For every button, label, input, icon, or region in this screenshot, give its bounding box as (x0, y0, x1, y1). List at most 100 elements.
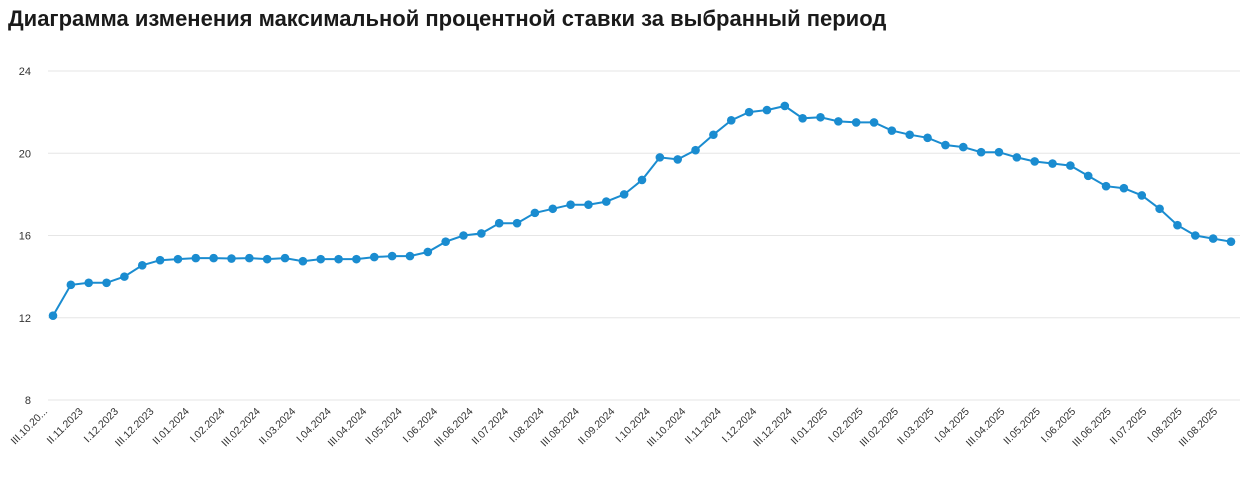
data-point[interactable] (459, 231, 468, 240)
data-point[interactable] (369, 252, 379, 262)
series-layer (48, 101, 1236, 320)
data-point[interactable] (1119, 183, 1129, 193)
data-point[interactable] (1173, 220, 1182, 230)
data-point[interactable] (280, 253, 290, 263)
data-point[interactable] (387, 251, 397, 261)
y-tick-label: 16 (19, 231, 31, 243)
data-point[interactable] (1030, 157, 1039, 166)
data-point[interactable] (941, 140, 950, 150)
data-point[interactable] (298, 256, 308, 266)
data-point[interactable] (1101, 181, 1111, 191)
data-point[interactable] (48, 311, 58, 320)
data-point[interactable] (602, 197, 611, 206)
data-point[interactable] (923, 133, 932, 143)
x-axis-ticks: III.10.20...II.11.2023I.12.2023III.12.20… (9, 406, 1221, 450)
data-point[interactable] (816, 112, 825, 122)
data-point[interactable] (405, 251, 415, 261)
data-point[interactable] (566, 200, 575, 209)
data-point[interactable] (1012, 153, 1022, 162)
data-point[interactable] (619, 190, 629, 199)
data-point[interactable] (869, 118, 879, 127)
data-point[interactable] (905, 130, 915, 140)
data-point[interactable] (691, 145, 700, 155)
data-point[interactable] (191, 253, 201, 263)
data-point[interactable] (102, 278, 111, 288)
data-point[interactable] (1083, 171, 1093, 181)
data-point[interactable] (173, 254, 183, 264)
data-point[interactable] (66, 280, 76, 290)
x-tick-label: III.10.2024 (645, 406, 689, 450)
data-point[interactable] (423, 247, 433, 257)
data-point[interactable] (673, 155, 682, 164)
data-point[interactable] (209, 253, 218, 263)
chart-heading: Диаграмма изменения максимальной процент… (8, 6, 887, 31)
data-point[interactable] (744, 107, 754, 117)
data-point[interactable] (655, 153, 665, 162)
series-line (52, 104, 1232, 317)
x-tick-label: III.02.2025 (857, 406, 901, 450)
data-point[interactable] (637, 175, 647, 185)
x-tick-label: II.01.2025 (789, 406, 831, 448)
data-point[interactable] (477, 229, 486, 238)
y-tick-label: 12 (19, 313, 31, 325)
data-point[interactable] (530, 208, 540, 218)
x-tick-label: III.08.2025 (1177, 406, 1221, 450)
x-tick-label: II.01.2024 (150, 406, 192, 448)
data-point[interactable] (1191, 231, 1200, 240)
data-point[interactable] (137, 261, 147, 270)
x-tick-label: III.12.2023 (113, 406, 157, 450)
data-point[interactable] (798, 113, 807, 123)
data-point[interactable] (262, 254, 272, 264)
data-point[interactable] (120, 272, 129, 281)
data-point[interactable] (155, 255, 165, 265)
data-point[interactable] (227, 254, 236, 263)
y-tick-label: 20 (19, 148, 31, 160)
x-tick-label: III.08.2024 (538, 406, 582, 450)
data-point[interactable] (441, 237, 450, 246)
x-tick-label: III.04.2024 (326, 406, 370, 450)
data-point[interactable] (1226, 237, 1236, 246)
x-tick-label: II.09.2024 (576, 406, 618, 448)
data-point[interactable] (976, 147, 986, 157)
x-tick-label: III.04.2025 (964, 406, 1008, 450)
x-tick-label: III.06.2025 (1070, 406, 1114, 450)
data-point[interactable] (548, 204, 558, 214)
data-point[interactable] (726, 116, 736, 125)
data-point[interactable] (1208, 234, 1218, 243)
data-point[interactable] (834, 117, 843, 126)
x-tick-label: II.03.2025 (895, 406, 937, 448)
data-point[interactable] (316, 254, 326, 264)
x-tick-label: III.06.2024 (432, 406, 476, 450)
data-point[interactable] (887, 126, 897, 135)
data-point[interactable] (762, 105, 772, 115)
x-tick-label: III.02.2024 (219, 406, 263, 450)
data-point[interactable] (994, 147, 1004, 157)
x-tick-label: III.10.20... (9, 406, 51, 448)
x-tick-label: II.07.2025 (1108, 406, 1150, 448)
x-tick-label: II.11.2024 (683, 406, 724, 447)
data-point[interactable] (1137, 191, 1147, 200)
data-point[interactable] (1066, 161, 1075, 170)
data-point[interactable] (958, 142, 968, 152)
data-point[interactable] (352, 254, 361, 264)
data-point[interactable] (851, 118, 861, 127)
data-point[interactable] (245, 253, 254, 263)
x-tick-label: II.11.2023 (45, 406, 86, 447)
data-point[interactable] (780, 101, 790, 111)
x-tick-label: II.07.2024 (470, 406, 512, 448)
data-point[interactable] (709, 130, 718, 140)
data-point[interactable] (1155, 204, 1164, 214)
gridlines (48, 70, 1240, 401)
data-point[interactable] (84, 278, 93, 288)
data-point[interactable] (494, 218, 504, 228)
x-tick-label: III.12.2024 (751, 406, 795, 450)
x-tick-label: II.03.2024 (257, 406, 299, 448)
x-tick-label: II.05.2024 (363, 406, 405, 448)
data-point[interactable] (334, 254, 343, 264)
y-tick-label: 24 (19, 66, 31, 78)
data-point[interactable] (584, 200, 593, 209)
data-point[interactable] (1048, 159, 1057, 168)
data-point[interactable] (512, 218, 522, 228)
x-tick-label: II.05.2025 (1001, 406, 1043, 448)
